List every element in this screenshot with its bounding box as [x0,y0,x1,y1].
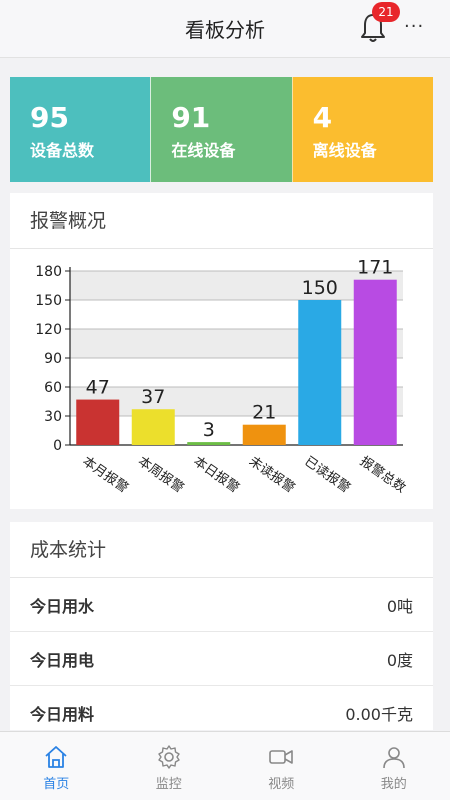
bar-4 [298,300,342,445]
alarm-bar-chart: 0 30 60 90 120 150 180 47 本月报警 37 本周报警 3 本日报警 21 未读报警 1… [35,257,409,496]
more-options-icon[interactable]: ··· [404,16,425,37]
stat-label: 设备总数 [30,141,95,160]
y-tick-label: 120 [35,322,62,338]
bar-0 [76,399,120,445]
cost-label: 今日用电 [30,650,95,670]
stat-total-devices[interactable]: 95 设备总数 [10,77,151,182]
y-tick-label: 180 [35,264,62,280]
home-icon [45,746,67,768]
video-camera-icon [269,750,294,764]
gear-icon [158,745,180,769]
cost-value: 0.00千克 [345,704,413,724]
x-tick-label: 报警总数 [357,453,409,496]
stat-value: 91 [171,101,211,134]
data-label: 47 [86,377,110,399]
y-tick-label: 90 [44,351,62,367]
cost-value: 0度 [386,650,413,670]
y-tick-label: 0 [53,438,62,454]
x-tick-label: 本月报警 [79,453,131,496]
grid-band [70,329,403,358]
tab-video[interactable]: 视频 [225,732,338,800]
bar-3 [242,424,286,445]
stat-online-devices[interactable]: 91 在线设备 [150,77,292,182]
page-title: 看板分析 [185,18,265,42]
data-label: 21 [252,402,276,424]
y-tick-label: 150 [35,293,62,309]
tab-home[interactable]: 首页 [0,732,113,800]
tab-label: 监控 [155,777,182,792]
x-tick-label: 未读报警 [246,453,298,496]
cost-card-title: 成本统计 [10,522,433,578]
data-label: 171 [357,257,393,279]
cost-stats-card: 成本统计 今日用水 0吨 今日用电 0度 今日用料 0.00千克 [10,522,433,730]
bar-1 [131,409,175,445]
cost-row-electricity[interactable]: 今日用电 0度 [10,632,433,686]
x-tick-label: 本日报警 [190,453,242,496]
alarm-overview-card: 报警概况 0 30 60 90 120 150 180 47 本月报警 37 本周报警 3 本日报警 21… [10,193,433,509]
grid-band [70,271,403,300]
cost-value: 0吨 [386,596,413,616]
cost-label: 今日用水 [30,596,95,616]
stat-label: 离线设备 [312,141,377,160]
user-icon [382,747,405,769]
tab-label: 视频 [268,777,295,792]
grid-band [70,387,403,416]
tab-label: 首页 [43,777,70,792]
x-tick-label: 本周报警 [135,453,187,496]
app-header: 看板分析 21 ··· [0,0,450,58]
cost-row-water[interactable]: 今日用水 0吨 [10,578,433,632]
alarm-card-title: 报警概况 [10,193,433,249]
stat-value: 4 [312,101,333,134]
tab-profile[interactable]: 我的 [338,732,450,800]
y-tick-label: 30 [44,409,62,425]
y-tick-label: 60 [44,380,62,396]
bar-2 [187,442,231,445]
bottom-tab-bar: 首页 监控 视频 我的 [0,731,450,800]
notification-badge: 21 [372,2,400,22]
cost-label: 今日用料 [30,704,95,724]
tab-label: 我的 [380,777,407,792]
tab-monitor[interactable]: 监控 [113,732,226,800]
cost-row-material[interactable]: 今日用料 0.00千克 [10,686,433,730]
data-label: 3 [203,419,215,441]
data-label: 37 [141,386,165,408]
stat-value: 95 [30,101,69,134]
data-label: 150 [302,277,338,299]
bar-5 [353,279,397,445]
stat-offline-devices[interactable]: 4 离线设备 [291,77,433,182]
stat-label: 在线设备 [171,141,236,160]
device-stats: 95 设备总数 91 在线设备 4 离线设备 [10,77,433,182]
x-tick-label: 已读报警 [301,453,353,496]
